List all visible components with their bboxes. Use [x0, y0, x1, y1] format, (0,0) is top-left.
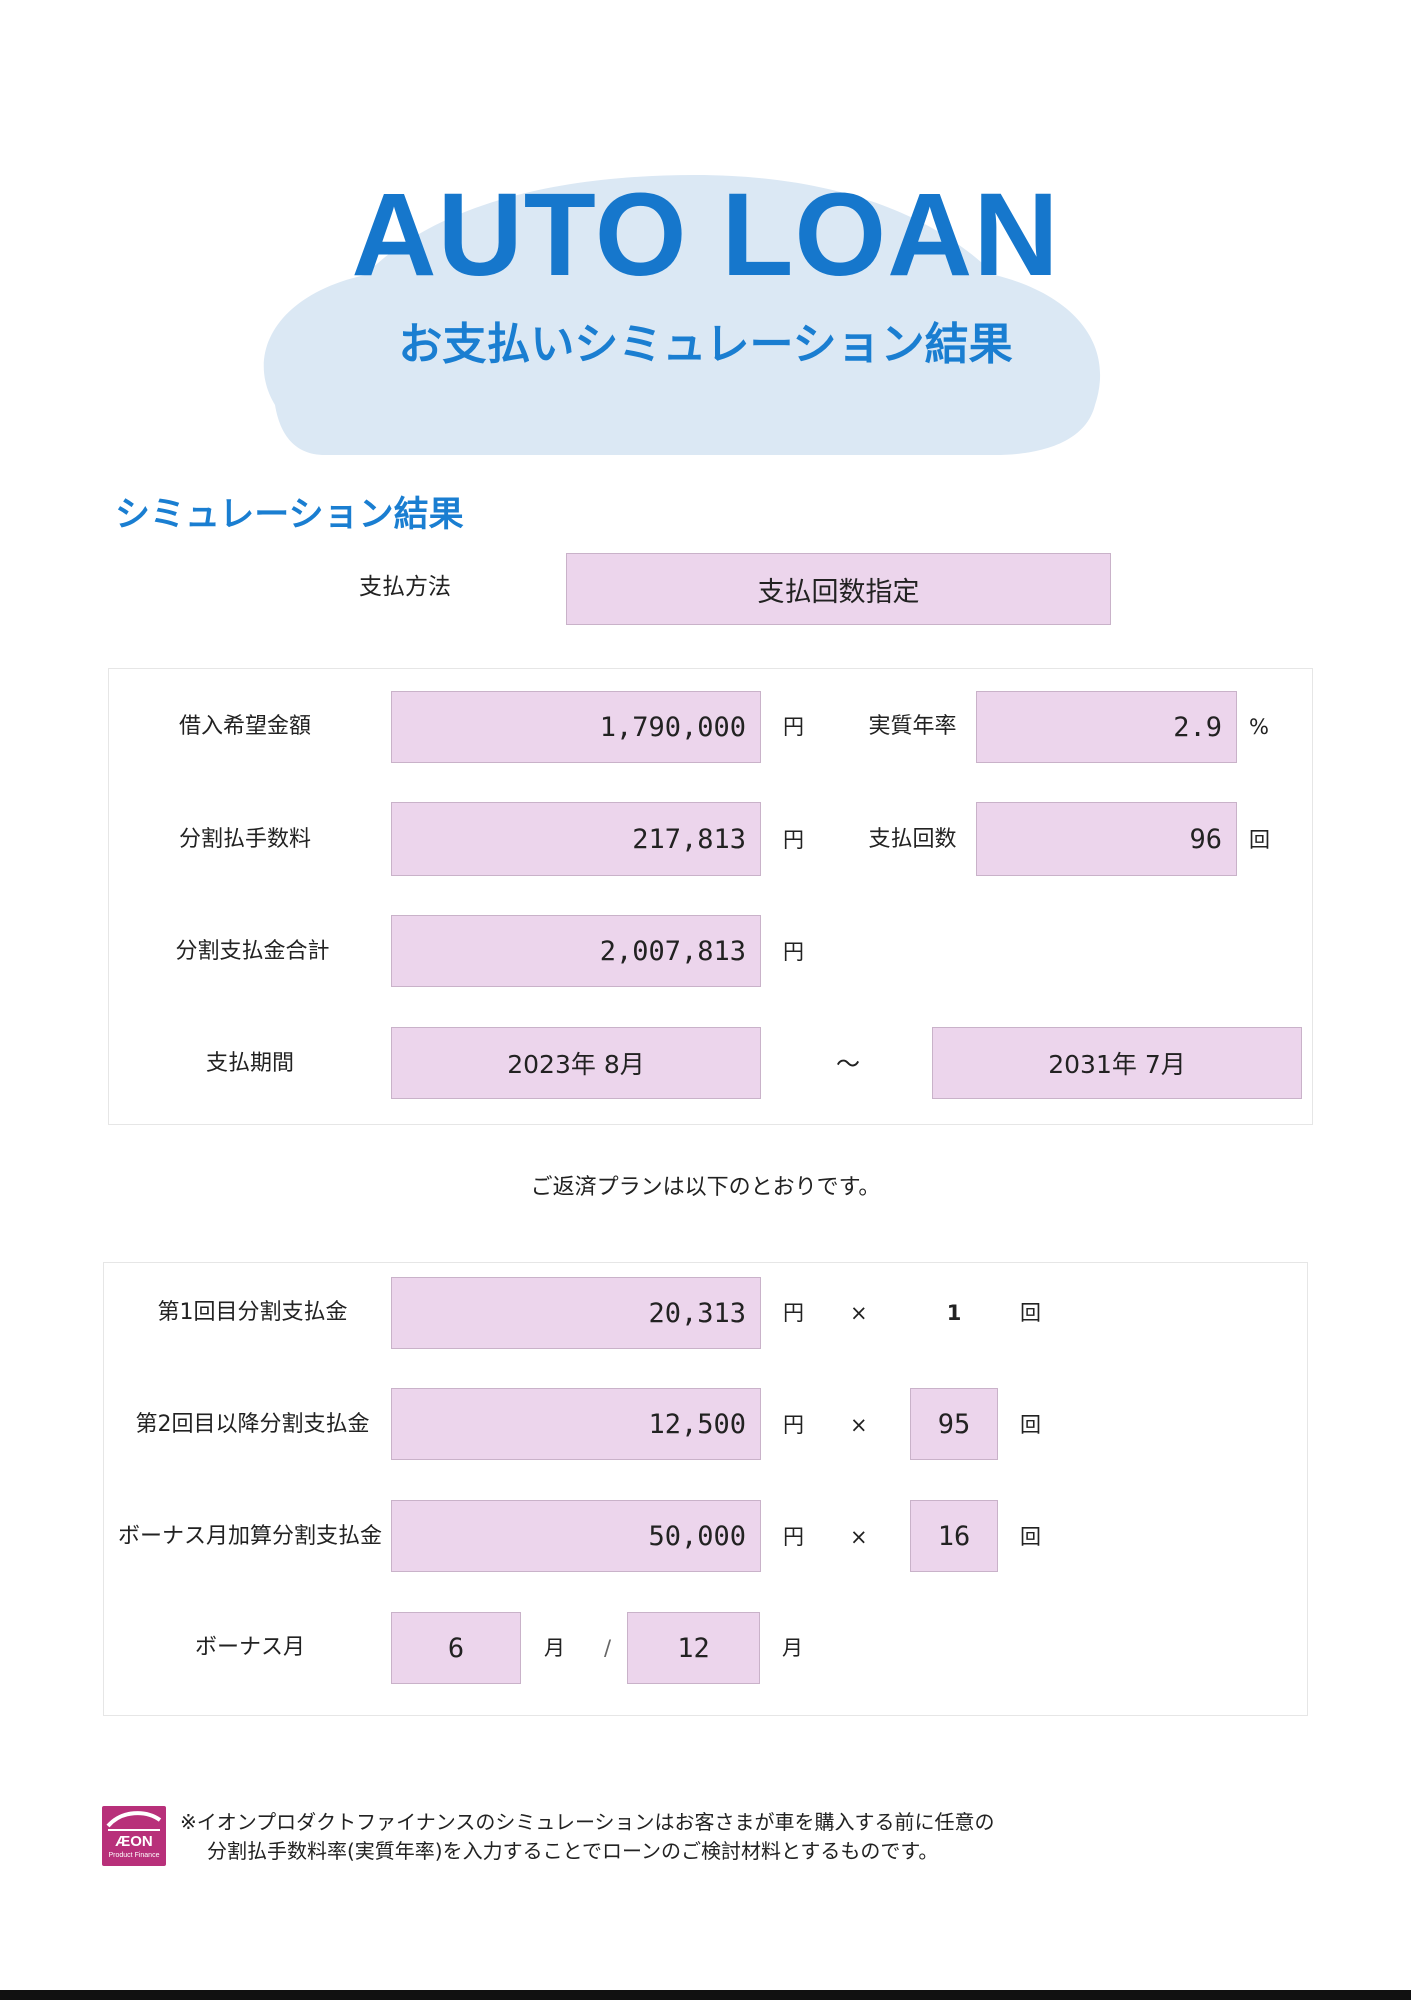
first-payment-value: 20,313 — [391, 1277, 761, 1349]
bonus-payment-count-unit: 回 — [1020, 1525, 1041, 1549]
loan-amount-value: 1,790,000 — [391, 691, 761, 763]
total-payment-value: 2,007,813 — [391, 915, 761, 987]
first-payment-count-unit: 回 — [1020, 1301, 1041, 1325]
payment-count-label: 支払回数 — [868, 827, 957, 852]
payment-method-value: 支払回数指定 — [566, 553, 1111, 625]
period-start-value: 2023年 8月 — [391, 1027, 761, 1099]
bonus-payment-times: × — [850, 1525, 868, 1549]
period-separator: ～ — [836, 1050, 860, 1078]
payment-count-unit: 回 — [1249, 828, 1270, 852]
bonus-payment-label: ボーナス月加算分割支払金 — [117, 1524, 382, 1549]
period-label: 支払期間 — [205, 1051, 294, 1076]
annual-rate-label: 実質年率 — [868, 714, 957, 739]
aeon-logo: ÆON Product Finance — [102, 1806, 166, 1866]
first-payment-label: 第1回目分割支払金 — [157, 1300, 348, 1325]
total-payment-unit: 円 — [783, 940, 804, 964]
bonus-payment-unit: 円 — [783, 1525, 804, 1549]
second-payment-times: × — [850, 1413, 868, 1437]
section-title: シミュレーション結果 — [115, 495, 464, 535]
second-payment-label: 第2回目以降分割支払金 — [135, 1412, 370, 1437]
page-subtitle: お支払いシミュレーション結果 — [398, 319, 1013, 370]
payment-method-label: 支払方法 — [359, 574, 451, 600]
installment-fee-label: 分割払手数料 — [178, 827, 311, 852]
scan-bottom-edge — [0, 1990, 1411, 2000]
bonus-month-slash: / — [604, 1636, 612, 1660]
bonus-month-1-unit: 月 — [544, 1636, 565, 1660]
loan-amount-unit: 円 — [783, 715, 804, 739]
bonus-month-1: 6 — [391, 1612, 521, 1684]
first-payment-times: × — [850, 1301, 868, 1325]
second-payment-count: 95 — [910, 1388, 998, 1460]
payment-count-value: 96 — [976, 802, 1237, 876]
bonus-month-2: 12 — [627, 1612, 760, 1684]
first-payment-count: 1 — [946, 1301, 962, 1325]
total-payment-label: 分割支払金合計 — [175, 939, 330, 964]
installment-fee-unit: 円 — [783, 828, 804, 852]
annual-rate-value: 2.9 — [976, 691, 1237, 763]
second-payment-unit: 円 — [783, 1413, 804, 1437]
second-payment-value: 12,500 — [391, 1388, 761, 1460]
disclaimer-line-2: 分割払手数料率(実質年率)を入力することでローンのご検討材料とするものです。 — [207, 1839, 939, 1863]
second-payment-count-unit: 回 — [1020, 1413, 1041, 1437]
bonus-payment-count: 16 — [910, 1500, 998, 1572]
plan-intro-text: ご返済プランは以下のとおりです。 — [530, 1175, 881, 1200]
disclaimer-line-1: ※イオンプロダクトファイナンスのシミュレーションはお客さまが車を購入する前に任意… — [180, 1810, 995, 1834]
bonus-payment-value: 50,000 — [391, 1500, 761, 1572]
installment-fee-value: 217,813 — [391, 802, 761, 876]
bonus-months-label: ボーナス月 — [194, 1635, 305, 1660]
period-end-value: 2031年 7月 — [932, 1027, 1302, 1099]
annual-rate-unit: % — [1249, 715, 1269, 739]
aeon-logo-text: ÆON — [115, 1833, 153, 1850]
loan-amount-label: 借入希望金額 — [178, 714, 311, 739]
bonus-month-2-unit: 月 — [782, 1636, 803, 1660]
page-title: AUTO LOAN — [351, 169, 1060, 301]
aeon-logo-subtext: Product Finance — [108, 1852, 160, 1859]
first-payment-unit: 円 — [783, 1301, 804, 1325]
car-cloud-background — [263, 175, 1101, 455]
